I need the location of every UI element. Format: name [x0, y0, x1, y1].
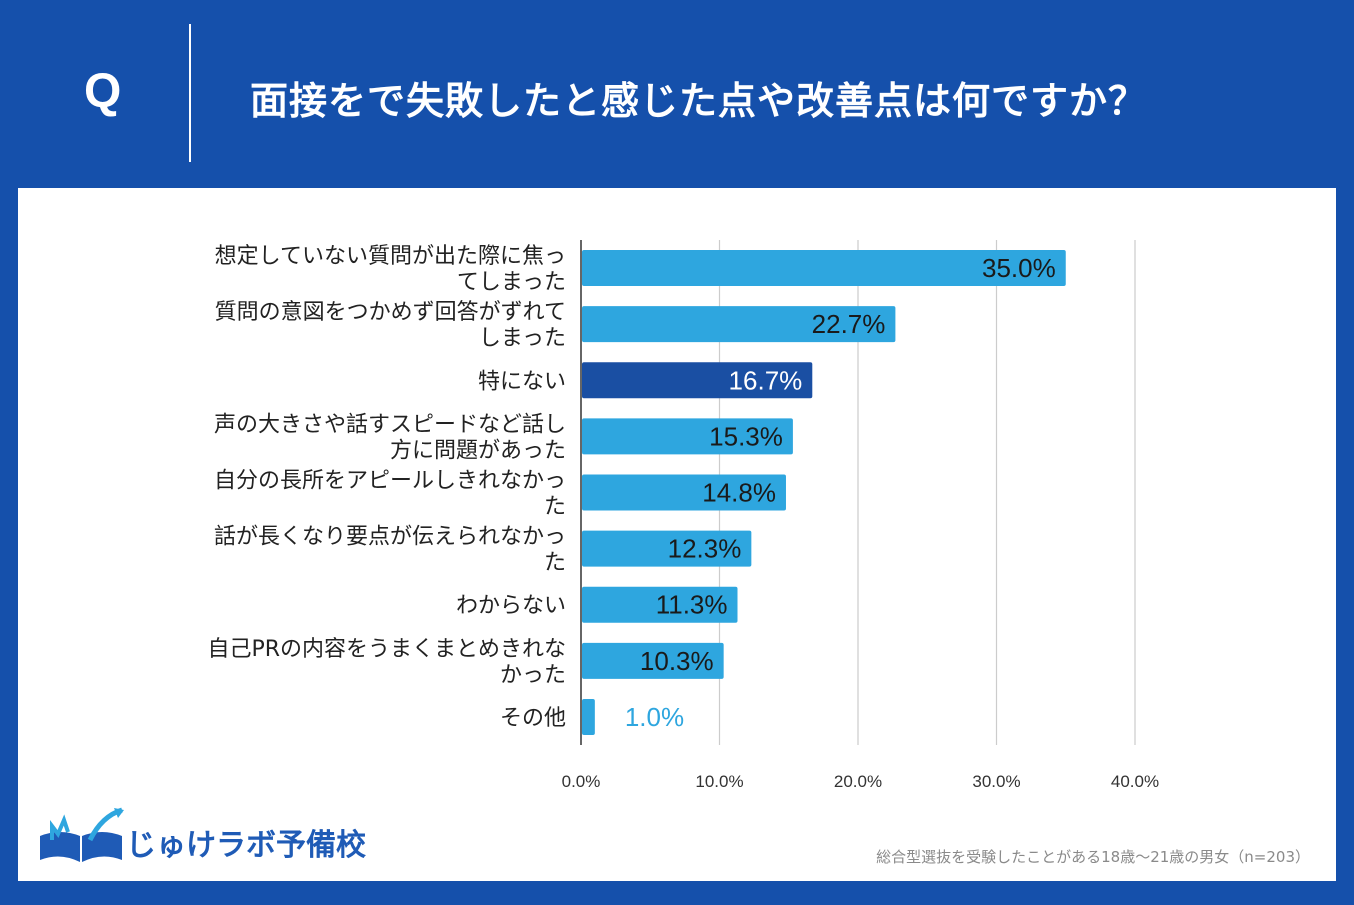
category-label: わからない — [456, 594, 566, 619]
question-marker: Q — [84, 65, 122, 118]
data-label: 22.7% — [812, 309, 886, 339]
category-label: 自己PRの内容をうまくまとめきれな — [207, 637, 566, 662]
footnote: 総合型選抜を受験したことがある18歳～21歳の男女（n=203） — [876, 848, 1310, 866]
data-label: 12.3% — [668, 534, 742, 564]
data-label: 35.0% — [982, 253, 1056, 283]
x-tick-label: 10.0% — [695, 772, 743, 791]
category-label: てしまった — [457, 270, 566, 295]
bar — [582, 586, 738, 623]
bar — [582, 642, 724, 679]
category-label: 話が長くなり要点が伝えられなかっ — [214, 525, 566, 550]
category-label: 特にない — [478, 369, 566, 394]
data-label: 11.3% — [656, 590, 728, 620]
data-label: 14.8% — [702, 478, 776, 508]
x-tick-label: 0.0% — [562, 772, 601, 791]
bar — [582, 474, 786, 511]
data-label: 16.7% — [729, 365, 803, 395]
data-label: 15.3% — [709, 421, 783, 451]
category-label: 方に問題があった — [390, 438, 566, 463]
category-label: しまった — [479, 326, 566, 351]
open-book-logo-icon — [40, 807, 124, 862]
category-label: かった — [500, 663, 566, 688]
data-label: 10.3% — [640, 646, 714, 676]
x-tick-label: 40.0% — [1111, 772, 1159, 791]
bar — [582, 306, 896, 343]
brand-logo: じゅけラボ予備校 — [36, 806, 366, 868]
data-label: 1.0% — [625, 702, 684, 732]
category-label: た — [544, 551, 566, 576]
category-label: た — [544, 495, 566, 520]
question-title: 面接をで失敗したと感じた点や改善点は何ですか？ — [250, 79, 1148, 123]
bar — [582, 250, 1066, 287]
category-label: その他 — [500, 706, 566, 731]
bar — [582, 418, 793, 455]
x-tick-label: 30.0% — [972, 772, 1020, 791]
header-divider — [189, 24, 191, 162]
bar — [582, 698, 595, 735]
question-header: Q 面接をで失敗したと感じた点や改善点は何ですか？ — [0, 0, 1354, 188]
category-label: 声の大きさや話すスピードなど話し — [214, 412, 566, 437]
bar — [582, 530, 752, 567]
category-label: 質問の意図をつかめず回答がずれて — [215, 300, 566, 325]
category-label: 想定していない質問が出た際に焦っ — [215, 244, 566, 269]
x-tick-label: 20.0% — [834, 772, 882, 791]
brand-name: じゅけラボ予備校 — [126, 828, 366, 863]
category-label: 自分の長所をアピールしきれなかっ — [214, 469, 566, 494]
bar — [582, 362, 813, 399]
